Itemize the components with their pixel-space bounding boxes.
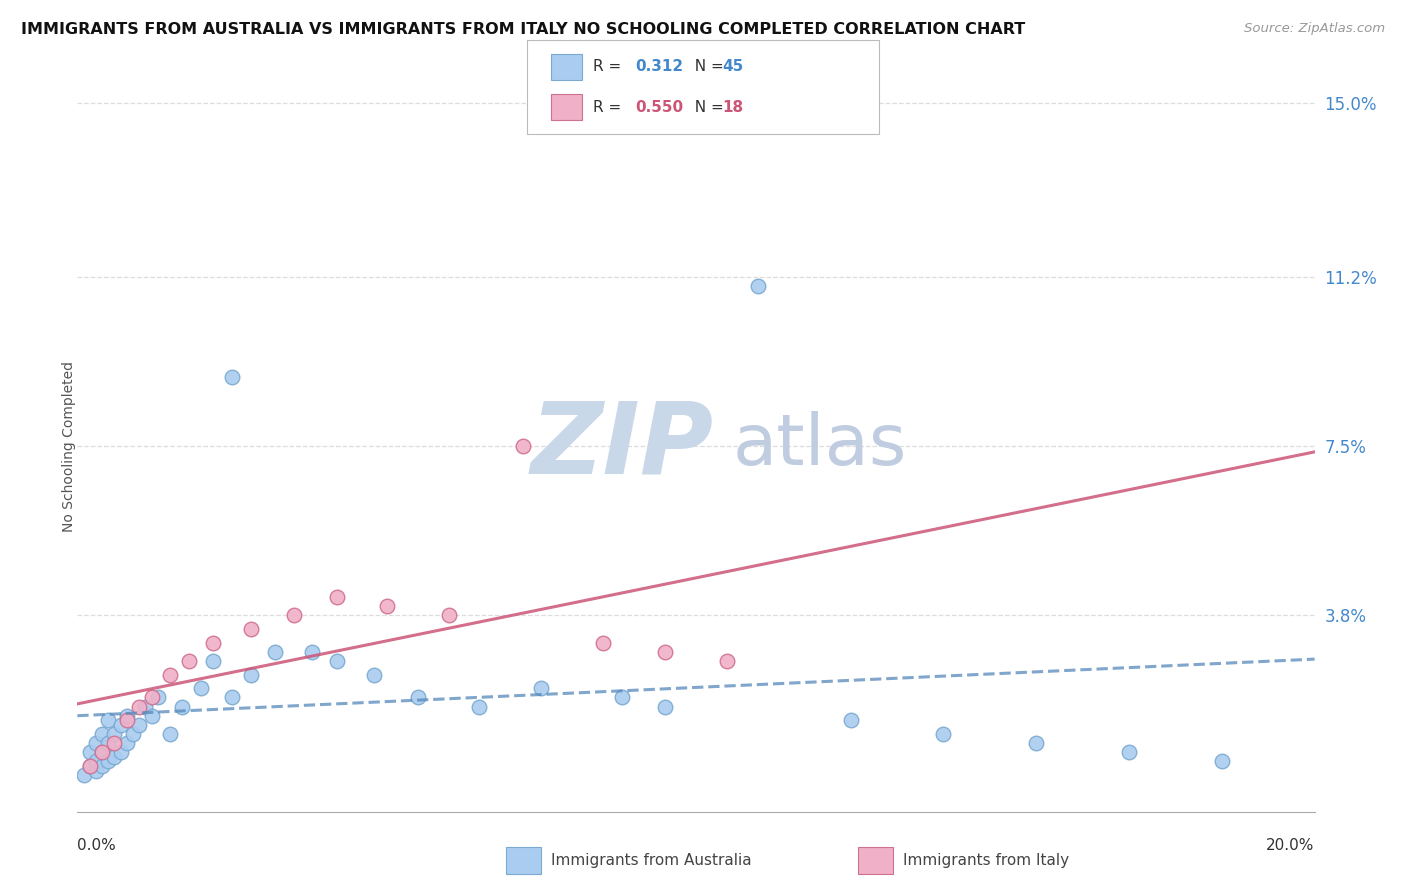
- Point: [84, 736, 107, 750]
- Point: [363, 667, 385, 681]
- Point: [110, 718, 132, 732]
- Text: 0.0%: 0.0%: [77, 838, 117, 854]
- Point: [264, 645, 287, 659]
- Point: [128, 718, 150, 732]
- Text: 45: 45: [723, 60, 744, 74]
- Point: [326, 654, 349, 668]
- Point: [97, 736, 120, 750]
- Point: [932, 727, 955, 741]
- Point: [110, 745, 132, 759]
- Text: 0.312: 0.312: [636, 60, 683, 74]
- Point: [221, 370, 243, 384]
- Point: [654, 645, 676, 659]
- Point: [115, 714, 138, 728]
- Point: [239, 667, 262, 681]
- Point: [134, 699, 156, 714]
- Point: [512, 439, 534, 453]
- Point: [103, 727, 125, 741]
- Point: [91, 745, 114, 759]
- Point: [141, 708, 163, 723]
- Point: [115, 736, 138, 750]
- Point: [1211, 755, 1233, 769]
- Text: R =: R =: [593, 60, 627, 74]
- Point: [128, 699, 150, 714]
- Point: [159, 667, 181, 681]
- Text: R =: R =: [593, 100, 627, 114]
- Point: [97, 755, 120, 769]
- Point: [141, 690, 163, 705]
- Point: [72, 768, 94, 782]
- Point: [592, 635, 614, 649]
- Point: [530, 681, 553, 696]
- Point: [146, 690, 169, 705]
- Point: [1118, 745, 1140, 759]
- Text: ZIP: ZIP: [530, 398, 713, 494]
- Point: [610, 690, 633, 705]
- Text: 18: 18: [723, 100, 744, 114]
- Point: [177, 654, 200, 668]
- Y-axis label: No Schooling Completed: No Schooling Completed: [62, 360, 76, 532]
- Point: [79, 745, 101, 759]
- Point: [437, 608, 460, 623]
- Point: [84, 755, 107, 769]
- Point: [91, 745, 114, 759]
- Text: 0.550: 0.550: [636, 100, 683, 114]
- Point: [172, 699, 194, 714]
- Point: [79, 759, 101, 773]
- Point: [103, 736, 125, 750]
- Point: [221, 690, 243, 705]
- Point: [468, 699, 491, 714]
- Text: 20.0%: 20.0%: [1267, 838, 1315, 854]
- Point: [716, 654, 738, 668]
- Text: N =: N =: [685, 100, 728, 114]
- Text: atlas: atlas: [733, 411, 907, 481]
- Point: [79, 759, 101, 773]
- Point: [84, 764, 107, 778]
- Text: N =: N =: [685, 60, 728, 74]
- Point: [91, 727, 114, 741]
- Point: [239, 622, 262, 636]
- Point: [202, 635, 225, 649]
- Point: [326, 590, 349, 604]
- Point: [839, 714, 862, 728]
- Point: [122, 727, 145, 741]
- Point: [190, 681, 212, 696]
- Point: [115, 708, 138, 723]
- Point: [202, 654, 225, 668]
- Point: [91, 759, 114, 773]
- Point: [103, 749, 125, 764]
- Point: [654, 699, 676, 714]
- Point: [283, 608, 305, 623]
- Text: Immigrants from Italy: Immigrants from Italy: [903, 854, 1069, 868]
- Point: [1025, 736, 1047, 750]
- Text: Immigrants from Australia: Immigrants from Australia: [551, 854, 752, 868]
- Point: [159, 727, 181, 741]
- Point: [301, 645, 323, 659]
- Point: [97, 714, 120, 728]
- Text: IMMIGRANTS FROM AUSTRALIA VS IMMIGRANTS FROM ITALY NO SCHOOLING COMPLETED CORREL: IMMIGRANTS FROM AUSTRALIA VS IMMIGRANTS …: [21, 22, 1025, 37]
- Point: [747, 279, 769, 293]
- Text: Source: ZipAtlas.com: Source: ZipAtlas.com: [1244, 22, 1385, 36]
- Point: [375, 599, 398, 613]
- Point: [406, 690, 429, 705]
